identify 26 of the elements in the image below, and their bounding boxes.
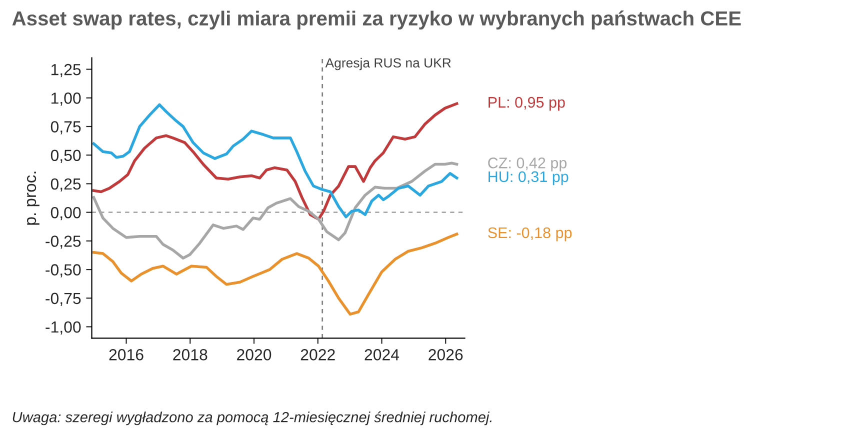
y-tick-label: 0,25 (50, 178, 81, 192)
text: Uwaga: szeregi wygładzono za pomocą 12-miesięcznej średniej ruchomej. (12, 411, 492, 426)
y-tick-label: 1,00 (51, 92, 81, 106)
text: PL: 0,95 pp (488, 96, 565, 111)
x-tick-label: 2024 (364, 349, 400, 360)
y-tick-label: 0,50 (50, 150, 81, 163)
ref-line-label: Agresja RUS na UKR (325, 58, 451, 70)
line-series (92, 232, 458, 316)
y-axis-title: p. proc. (26, 172, 40, 225)
chart-title: Asset swap rates, czyli miara premii za ryzyko w wybranych państwach CEE (12, 10, 741, 30)
y-tick-label: 0,00 (50, 206, 81, 220)
x-tick-label: 2016 (109, 349, 144, 360)
x-tick-label: 2020 (237, 349, 272, 360)
x-tick-label: 2022 (300, 349, 335, 360)
text: HU: 0,31 pp (488, 171, 568, 186)
y-tick-label: -1,00 (46, 321, 81, 335)
text: SE: -0,18 pp (488, 227, 572, 242)
y-tick-label: 1,25 (51, 64, 81, 78)
x-tick-label: 2026 (428, 349, 463, 360)
y-tick-label: 0,75 (50, 121, 81, 134)
text: CZ: 0,42 pp (488, 158, 567, 172)
x-tick-label: 2018 (173, 349, 208, 360)
y-tick-label: -0,50 (46, 264, 81, 278)
y-tick-label: -0,75 (46, 292, 81, 306)
y-tick-label: -0,25 (46, 236, 81, 249)
line-series (92, 162, 458, 260)
